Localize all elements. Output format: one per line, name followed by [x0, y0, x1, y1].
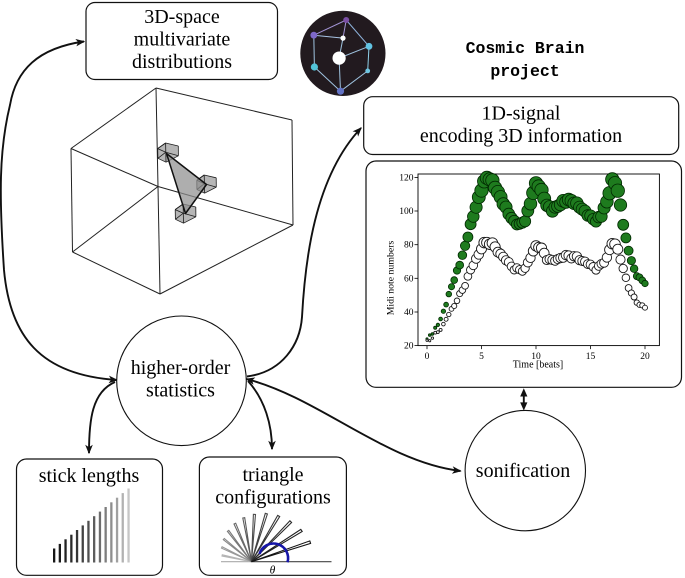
svg-text:20: 20 — [640, 352, 650, 362]
svg-text:project: project — [490, 62, 559, 81]
svg-text:triangle: triangle — [242, 464, 303, 486]
svg-text:encoding 3D information: encoding 3D information — [420, 125, 622, 147]
svg-text:Cosmic Brain: Cosmic Brain — [466, 39, 585, 58]
svg-text:20: 20 — [404, 342, 414, 352]
svg-text:80: 80 — [404, 241, 414, 251]
svg-text:60: 60 — [404, 274, 414, 284]
svg-text:1D-signal: 1D-signal — [482, 103, 561, 125]
svg-text:stick lengths: stick lengths — [39, 465, 140, 487]
svg-text:statistics: statistics — [146, 380, 215, 402]
svg-text:10: 10 — [531, 352, 541, 362]
svg-text:120: 120 — [399, 173, 414, 183]
svg-text:40: 40 — [404, 308, 414, 318]
svg-text:multivariate: multivariate — [134, 29, 231, 51]
svg-text:θ: θ — [270, 565, 276, 577]
svg-text:5: 5 — [479, 352, 484, 362]
svg-text:0: 0 — [425, 352, 430, 362]
svg-text:15: 15 — [586, 352, 596, 362]
svg-text:100: 100 — [399, 207, 414, 217]
svg-text:Midi note numbers: Midi note numbers — [386, 241, 397, 316]
svg-text:higher-order: higher-order — [131, 357, 231, 379]
svg-text:3D-space: 3D-space — [144, 6, 220, 28]
svg-text:configurations: configurations — [215, 487, 331, 509]
svg-text:Time [beats]: Time [beats] — [513, 359, 563, 370]
svg-text:distributions: distributions — [132, 51, 232, 73]
svg-text:sonification: sonification — [476, 460, 570, 482]
